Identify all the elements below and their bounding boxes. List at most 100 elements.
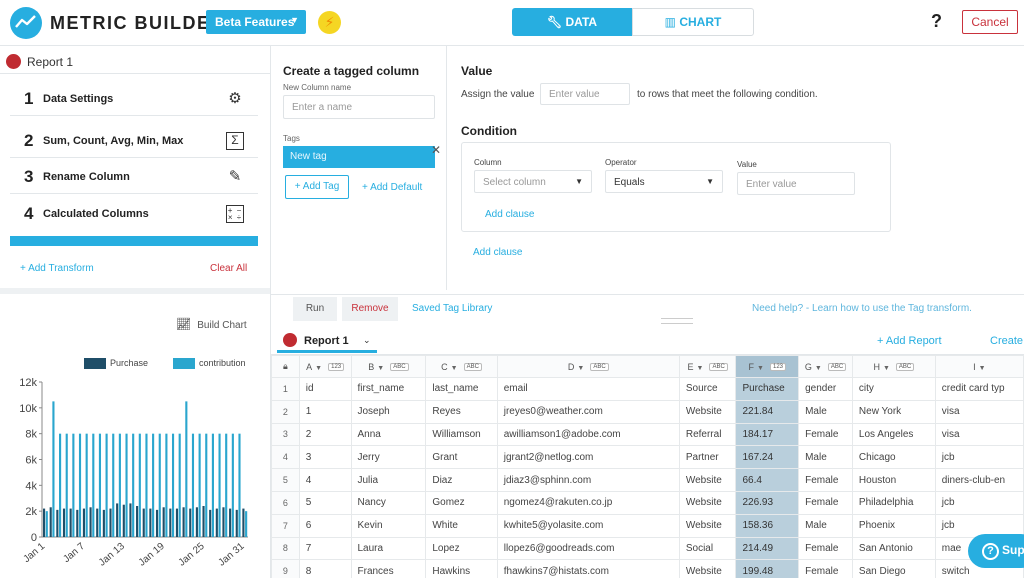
table-cell[interactable]: first_name xyxy=(350,377,427,401)
table-cell[interactable]: llopez6@goodreads.com xyxy=(496,536,680,561)
lightning-icon[interactable]: ⚡ xyxy=(318,11,341,34)
bar-purchase[interactable] xyxy=(149,508,152,537)
bar-contribution[interactable] xyxy=(72,433,75,537)
bar-purchase[interactable] xyxy=(235,509,238,537)
table-cell[interactable]: 199.48 xyxy=(735,559,800,578)
table-cell[interactable]: Website xyxy=(678,399,737,424)
bar-purchase[interactable] xyxy=(136,506,139,537)
step-rename-column[interactable]: 3 Rename Column ✎ xyxy=(10,160,258,194)
table-cell[interactable]: Female xyxy=(798,468,853,492)
bar-contribution[interactable] xyxy=(231,433,234,537)
chevron-down-icon[interactable]: ▼ xyxy=(450,364,458,372)
column-header[interactable]: D ▼ ABC xyxy=(496,355,680,378)
table-cell[interactable]: Kevin xyxy=(350,513,427,538)
table-cell[interactable]: Jerry xyxy=(350,445,427,470)
table-cell[interactable]: visa xyxy=(934,399,1024,424)
bar-contribution[interactable] xyxy=(112,433,115,537)
table-cell[interactable]: Social xyxy=(678,536,737,561)
table-cell[interactable]: 167.24 xyxy=(735,445,800,470)
table-cell[interactable]: Male xyxy=(798,399,853,424)
tab-chart[interactable]: ▥ CHART xyxy=(632,8,754,36)
column-header[interactable]: F ▼ 123 xyxy=(735,355,800,378)
table-cell[interactable]: jcb xyxy=(934,445,1024,470)
table-cell[interactable]: 226.93 xyxy=(735,490,800,515)
bar-contribution[interactable] xyxy=(158,433,161,537)
table-cell[interactable]: White xyxy=(425,513,498,538)
table-cell[interactable]: Referral xyxy=(678,422,737,447)
column-header[interactable]: C ▼ ABC xyxy=(425,355,498,378)
bar-purchase[interactable] xyxy=(229,508,232,537)
add-clause-outer-button[interactable]: Add clause xyxy=(473,247,523,258)
bar-contribution[interactable] xyxy=(152,433,155,537)
table-cell[interactable]: 5 xyxy=(298,490,352,515)
tab-data[interactable]: 🔧︎ DATA xyxy=(512,8,632,36)
bar-purchase[interactable] xyxy=(242,508,245,537)
table-cell[interactable]: Nancy xyxy=(350,490,427,515)
table-cell[interactable]: Houston xyxy=(851,468,936,492)
bar-contribution[interactable] xyxy=(45,511,48,537)
table-cell[interactable]: jcb xyxy=(934,490,1024,515)
calculator-icon[interactable]: + − × ÷ xyxy=(226,205,244,223)
column-header[interactable]: B ▼ ABC xyxy=(350,355,427,378)
chevron-down-icon[interactable]: ▼ xyxy=(577,364,585,372)
bar-contribution[interactable] xyxy=(191,433,195,537)
bar-contribution[interactable] xyxy=(59,433,62,537)
step-tag-active[interactable] xyxy=(10,236,258,246)
add-default-button[interactable]: + Add Default xyxy=(362,182,423,193)
clear-all-button[interactable]: Clear All xyxy=(210,263,248,274)
column-select[interactable]: Select column ▼ xyxy=(474,170,592,193)
bar-contribution[interactable] xyxy=(105,433,108,537)
table-cell[interactable]: Purchase xyxy=(735,377,800,401)
bar-contribution[interactable] xyxy=(92,433,95,537)
bar-purchase[interactable] xyxy=(195,507,198,537)
table-cell[interactable]: Female xyxy=(798,422,853,447)
bar-purchase[interactable] xyxy=(82,508,85,537)
table-cell[interactable]: 1 xyxy=(298,399,352,424)
table-cell[interactable]: Female xyxy=(798,536,853,561)
bar-contribution[interactable] xyxy=(198,433,201,537)
sigma-icon[interactable]: Σ xyxy=(226,132,244,150)
chevron-down-icon[interactable]: ▼ xyxy=(882,364,890,372)
table-cell[interactable]: Laura xyxy=(350,536,427,561)
table-cell[interactable]: visa xyxy=(934,422,1024,447)
column-name-input[interactable]: Enter a name xyxy=(283,95,435,119)
chevron-down-icon[interactable]: ⌄ xyxy=(363,335,371,345)
table-cell[interactable]: Diaz xyxy=(425,468,498,492)
column-header[interactable]: A ▼ 123 xyxy=(298,355,352,378)
bar-contribution[interactable] xyxy=(145,433,148,537)
bar-purchase[interactable] xyxy=(56,509,59,537)
operator-select[interactable]: Equals ▼ xyxy=(605,170,723,193)
table-cell[interactable]: Reyes xyxy=(425,399,498,424)
column-header[interactable]: I ▼ xyxy=(934,355,1024,378)
bar-purchase[interactable] xyxy=(189,508,192,537)
chevron-down-icon[interactable]: ▼ xyxy=(814,364,822,372)
table-cell[interactable]: 8 xyxy=(298,559,352,578)
add-tag-button[interactable]: + Add Tag xyxy=(285,175,349,199)
table-cell[interactable]: 214.49 xyxy=(735,536,800,561)
beta-features-dropdown[interactable]: Beta Features ▼ xyxy=(206,10,306,34)
create-button[interactable]: Create xyxy=(990,335,1024,347)
bar-contribution[interactable] xyxy=(132,433,135,537)
bar-purchase[interactable] xyxy=(49,507,52,537)
table-cell[interactable]: Website xyxy=(678,559,737,578)
bar-purchase[interactable] xyxy=(42,508,46,537)
table-cell[interactable]: kwhite5@yolasite.com xyxy=(496,513,680,538)
lock-icon[interactable]: 🔒︎ xyxy=(271,355,300,378)
column-header[interactable]: H ▼ ABC xyxy=(851,355,936,378)
table-cell[interactable]: Phoenix xyxy=(851,513,936,538)
bar-contribution[interactable] xyxy=(238,433,241,537)
bar-contribution[interactable] xyxy=(211,433,214,537)
table-cell[interactable]: Male xyxy=(798,513,853,538)
saved-tag-library-link[interactable]: Saved Tag Library xyxy=(412,303,493,314)
bar-purchase[interactable] xyxy=(109,508,112,537)
table-cell[interactable]: Anna xyxy=(350,422,427,447)
value-input[interactable]: Enter value xyxy=(540,83,630,105)
table-cell[interactable]: Male xyxy=(798,445,853,470)
report-tab[interactable]: Report 1 ⌄ xyxy=(277,327,377,353)
run-button[interactable]: Run xyxy=(293,297,337,321)
table-cell[interactable]: jgrant2@netlog.com xyxy=(496,445,680,470)
table-cell[interactable]: San Diego xyxy=(851,559,936,578)
chevron-down-icon[interactable]: ▼ xyxy=(315,364,323,372)
add-clause-inner-button[interactable]: Add clause xyxy=(485,209,535,220)
table-cell[interactable]: ngomez4@rakuten.co.jp xyxy=(496,490,680,515)
